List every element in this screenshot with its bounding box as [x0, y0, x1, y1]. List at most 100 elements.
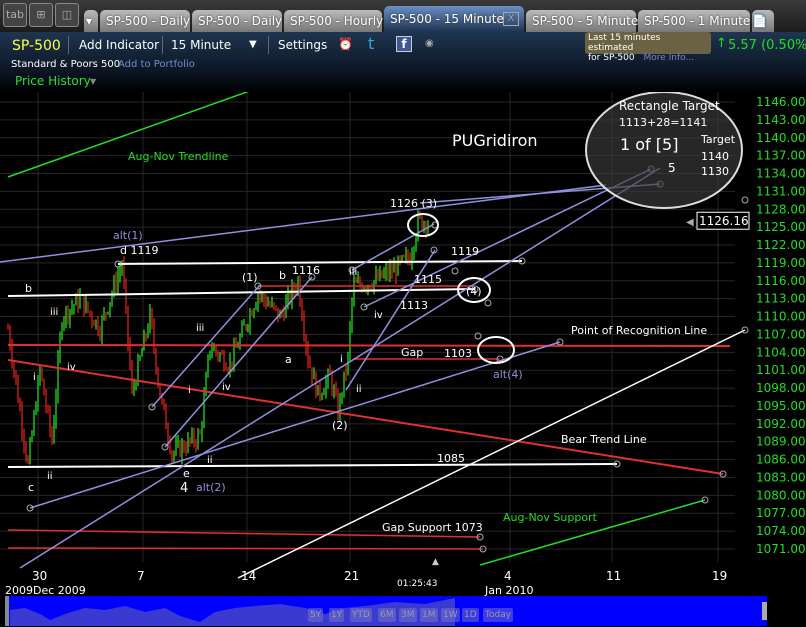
new-tab-icon[interactable]: 📄 — [752, 10, 774, 32]
price-tick-label: 1125.00 — [756, 220, 806, 234]
tab-sp500-daily[interactable]: SP-500 - Daily — [100, 10, 190, 32]
panel-layout-icon[interactable]: ◫ — [55, 3, 79, 27]
chevron-down-icon[interactable]: ▼ — [90, 77, 97, 86]
gap-line — [7, 344, 731, 347]
anchor-point — [430, 246, 438, 254]
facebook-icon[interactable]: f — [396, 36, 412, 52]
range-1m-button[interactable]: 1M — [420, 608, 438, 622]
annotation-l1119: 1119 — [451, 245, 479, 258]
annotation-l1113: 1113 — [400, 299, 428, 312]
range-1y-button[interactable]: 1Y — [329, 608, 345, 622]
grid-layout-icon[interactable]: ⊞ — [29, 3, 53, 27]
range-5y-button[interactable]: 5Y — [308, 608, 324, 622]
price-tick-label: 1074.00 — [756, 524, 806, 538]
tab-sp500-hourly[interactable]: SP-500 - Hourly — [284, 10, 383, 32]
anchor-point — [308, 273, 316, 281]
alt2-line — [29, 341, 561, 509]
tab-button[interactable]: tab — [3, 3, 27, 27]
chevron-down-icon[interactable]: ▼ — [249, 39, 257, 50]
wave3-line — [345, 249, 436, 391]
settings-button[interactable]: Settings — [278, 38, 328, 52]
price-chart[interactable]: PUGridiron Aug-Nov Trendline alt(1) d 1119 b… — [0, 92, 806, 596]
annotation-c: c — [28, 481, 34, 494]
anchor-point — [741, 196, 749, 204]
anchor-point — [348, 266, 356, 274]
period-label: Jan 2010 — [484, 584, 533, 596]
annotation-w1: (1) — [242, 271, 258, 284]
price-tick-label: 1140.00 — [756, 131, 806, 145]
annotation-lines — [0, 92, 749, 579]
anchor-point — [719, 470, 727, 478]
annotation-gap-support: Gap Support 1073 — [382, 521, 483, 534]
twitter-icon[interactable]: t — [368, 34, 375, 53]
more-info-link[interactable]: More Info... — [643, 53, 695, 63]
range-today-button[interactable]: Today — [483, 608, 514, 622]
anchor-point — [26, 504, 34, 512]
annotation-aug-nov-support: Aug-Nov Support — [503, 511, 598, 524]
tab-sp500-15-minute[interactable]: SP-500 - 15 Minute X — [384, 6, 524, 32]
tab-sp500-5-minute[interactable]: SP-500 - 5 Minute — [526, 10, 638, 32]
close-tab-icon[interactable]: X — [503, 12, 519, 26]
price-tick-label: 1134.00 — [756, 167, 806, 181]
price-tick-label: 1107.00 — [756, 327, 806, 341]
alarm-clock-icon[interactable]: ⏰ — [338, 37, 353, 51]
current-time-marker-icon: ▲ — [432, 557, 439, 567]
annotation-l1103: 1103 — [444, 347, 472, 360]
tab-sp500-1-minute[interactable]: SP-500 - 1 Minute — [638, 10, 750, 32]
wave4-ellipse — [457, 277, 491, 303]
price-history-menu[interactable]: Price History — [15, 74, 91, 88]
annotation-w4: (4) — [466, 285, 482, 298]
annotation-iv1: iv — [67, 362, 76, 373]
anchor-point — [474, 332, 482, 340]
annotation-bear: Bear Trend Line — [561, 433, 647, 446]
price-tick-label: 1122.00 — [756, 238, 806, 252]
anchor-point — [161, 443, 169, 451]
wave3-line-2 — [351, 223, 435, 271]
gap-support-line — [7, 529, 481, 538]
annotation-alt2: alt(2) — [196, 481, 226, 494]
annotation-rect1: Rectangle Target — [619, 99, 720, 113]
annotation-target: Target — [700, 133, 736, 146]
add-indicator-button[interactable]: Add Indicator — [79, 38, 160, 52]
annotation-l1126: 1126 (3) — [390, 197, 437, 210]
price-tick-label: 1071.00 — [756, 542, 806, 556]
divider — [68, 36, 69, 54]
annotation-l1116: 1116 — [292, 264, 320, 277]
wave5-line — [363, 168, 652, 308]
anchor-point — [148, 403, 156, 411]
price-tick-label: 1137.00 — [756, 149, 806, 163]
navigator-scrollbar[interactable]: 5Y 1Y YTD 6M 3M 1M 1W 1D Today — [5, 596, 767, 626]
anchor-point — [518, 257, 526, 265]
tab-menu-chevron-icon[interactable]: ▾ — [84, 10, 98, 32]
anchor-point — [613, 460, 621, 468]
add-to-portfolio-link[interactable]: Add to Portfolio — [118, 59, 195, 70]
annotation-l1085: 1085 — [437, 452, 465, 465]
annotation-iii1: iii — [50, 307, 58, 318]
anchor-point — [471, 285, 479, 293]
price-tick-label: 1089.00 — [756, 435, 806, 449]
range-1d-button[interactable]: 1D — [462, 608, 479, 622]
price-tick-label: 1110.00 — [756, 310, 806, 324]
tab-sp500-daily-2[interactable]: SP-500 - Daily — [192, 10, 282, 32]
point-of-recognition-line — [237, 329, 746, 579]
interval-select[interactable]: 15 Minute — [171, 38, 232, 52]
range-6m-button[interactable]: 6M — [378, 608, 396, 622]
navigator-left-handle[interactable] — [5, 596, 9, 626]
upper-channel-line — [0, 184, 607, 263]
last-price-box — [696, 211, 750, 230]
annotation-ii3: ii — [356, 384, 362, 395]
range-ytd-button[interactable]: YTD — [350, 608, 372, 622]
anchor-point — [451, 267, 459, 275]
wave1-line — [151, 284, 261, 408]
range-3m-button[interactable]: 3M — [399, 608, 417, 622]
annotation-b2: b — [279, 269, 286, 282]
support-1113-line — [7, 288, 476, 297]
camera-icon[interactable]: ◉ — [425, 38, 434, 49]
navigator-right-handle[interactable] — [762, 602, 767, 620]
aug-nov-support-line — [479, 499, 706, 566]
wave1-line-2 — [164, 276, 313, 448]
price-tick-label: 1086.00 — [756, 453, 806, 467]
annotation-gap: Gap — [401, 346, 423, 359]
tab-bar: tab ⊞ ◫ ▾ SP-500 - Daily SP-500 - Daily … — [0, 0, 806, 32]
range-1w-button[interactable]: 1W — [441, 608, 460, 622]
